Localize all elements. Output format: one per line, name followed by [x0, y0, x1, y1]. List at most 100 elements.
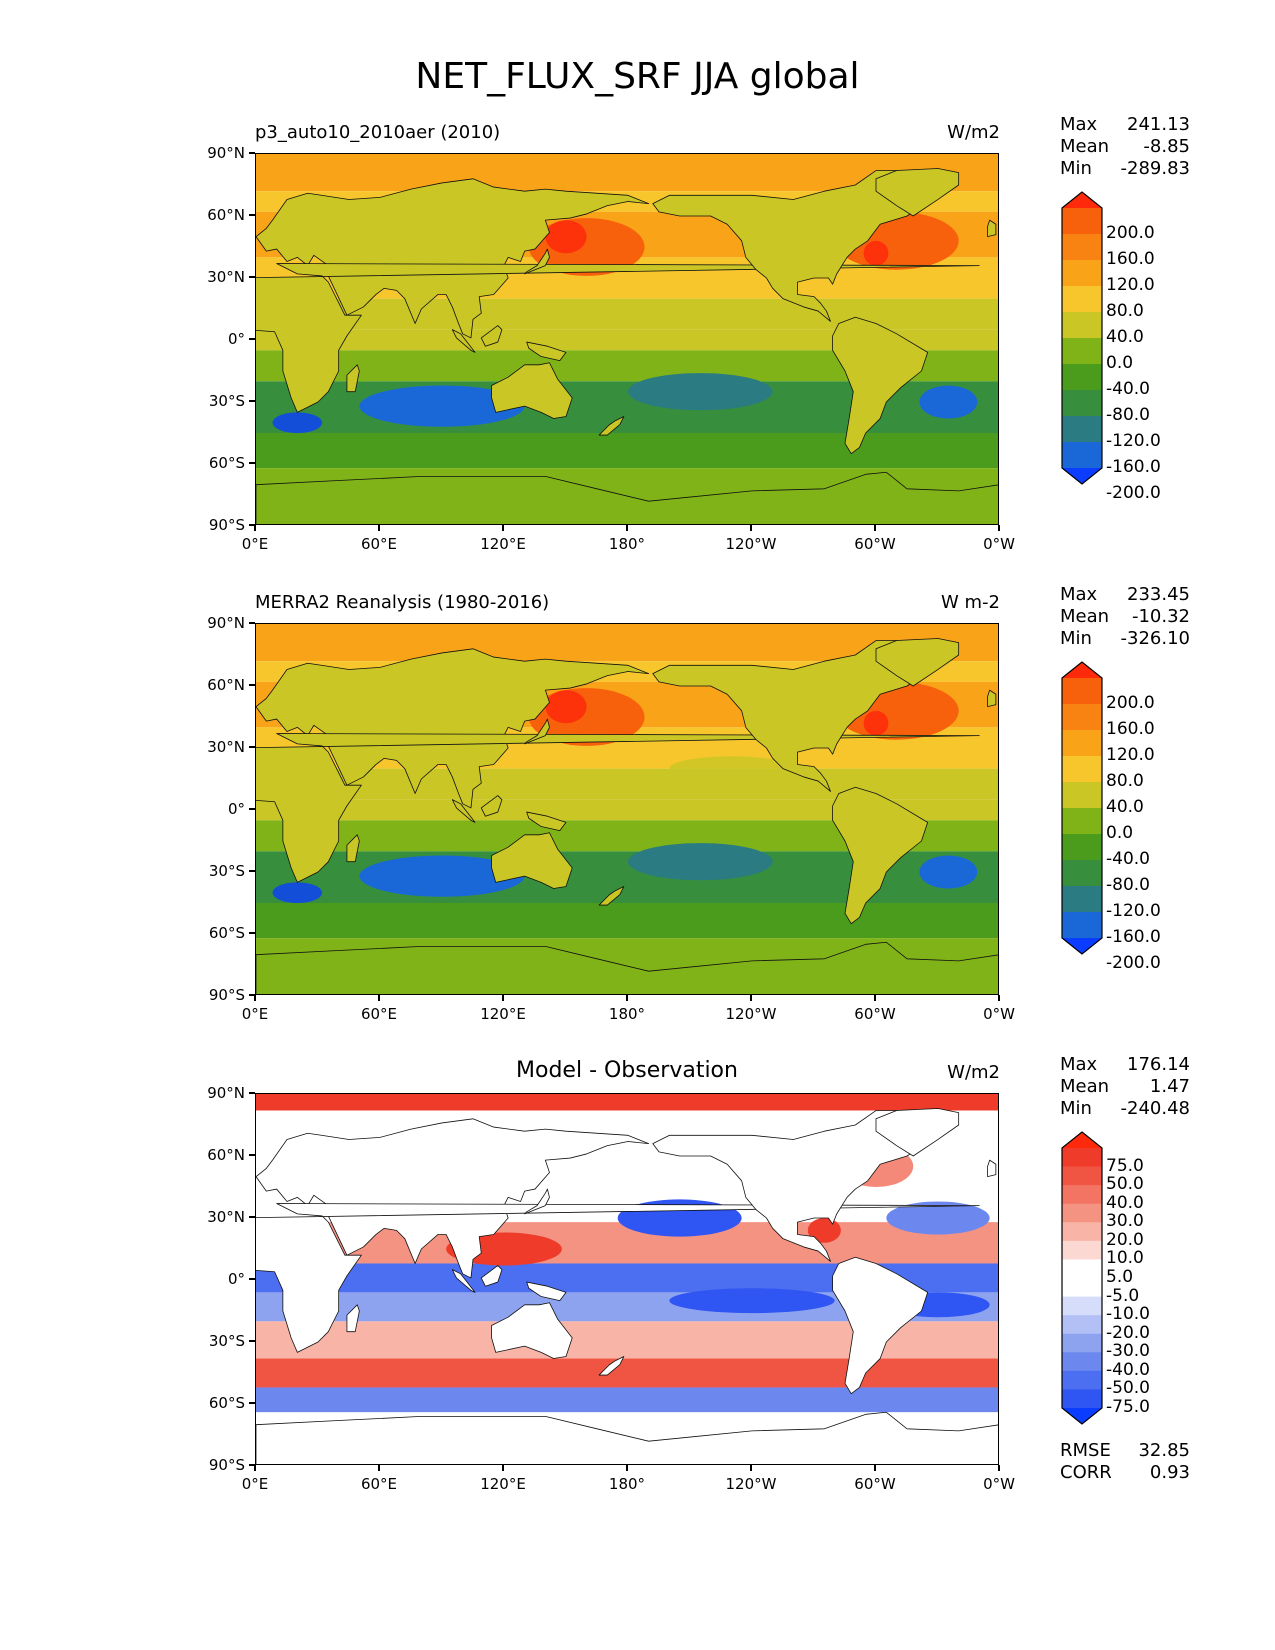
lat-tick — [249, 1340, 255, 1342]
lon-tick-label: 0°E — [241, 1005, 269, 1023]
panel-left-label: MERRA2 Reanalysis (1980-2016) — [255, 592, 550, 613]
colorbar-swatch — [1062, 782, 1102, 809]
colorbar-label: 160.0 — [1106, 719, 1155, 739]
stat-min-label: Min — [1060, 1098, 1092, 1119]
stat-mean: -10.32 — [1131, 606, 1190, 627]
lon-tick-label: 120°W — [725, 1005, 777, 1023]
lon-tick-label: 180° — [608, 535, 646, 553]
lon-tick-label: 120°E — [480, 535, 526, 553]
colorbar-outline — [1061, 191, 1103, 485]
lat-tick-label: 90°N — [207, 1084, 245, 1102]
lat-tick-label: 60°N — [207, 1146, 245, 1164]
lon-tick-label: 120°E — [480, 1005, 526, 1023]
lon-tick — [874, 1465, 876, 1471]
land-antarctica — [256, 1411, 998, 1464]
lat-tick — [249, 1092, 255, 1094]
colorbar-swatch — [1062, 662, 1102, 678]
lon-tick-label: 60°E — [360, 1005, 398, 1023]
map-diff — [255, 1093, 999, 1465]
lat-tick — [249, 338, 255, 340]
colorbar-swatch — [1062, 704, 1102, 731]
colorbar-swatch — [1062, 1370, 1102, 1390]
colorbar-swatch — [1062, 1333, 1102, 1353]
stat-max: 176.14 — [1127, 1054, 1190, 1075]
lon-tick-label: 0°W — [983, 535, 1015, 553]
panel-units: W/m2 — [947, 1062, 1000, 1083]
field-band-arctic — [256, 1094, 998, 1111]
colorbar-label: 200.0 — [1106, 693, 1155, 713]
lon-tick-label: 60°E — [360, 535, 398, 553]
lon-tick — [750, 1465, 752, 1471]
lon-tick — [626, 995, 628, 1001]
lat-tick-label: 90°N — [207, 614, 245, 632]
colorbar-label: 80.0 — [1106, 771, 1144, 791]
colorbar-label: 0.0 — [1106, 823, 1134, 843]
lon-tick-label: 0°E — [241, 1475, 269, 1493]
stat-min: -289.83 — [1120, 158, 1190, 179]
lat-tick-label: 30°S — [208, 862, 245, 880]
lon-tick — [874, 995, 876, 1001]
land-japan — [524, 1188, 550, 1215]
lat-tick — [249, 684, 255, 686]
land-madagascar — [346, 834, 360, 863]
colorbar-label: -80.0 — [1106, 875, 1150, 895]
land-japan — [524, 718, 550, 745]
lat-tick — [249, 1216, 255, 1218]
lat-tick — [249, 1464, 255, 1466]
land-borneo — [480, 1265, 503, 1287]
map-obs — [255, 623, 999, 995]
lon-tick — [502, 995, 504, 1001]
panel-units: W m-2 — [940, 592, 1000, 613]
colorbar-swatch — [1062, 364, 1102, 391]
lat-tick-label: 0° — [227, 800, 245, 818]
colorbar-label: -200.0 — [1106, 483, 1161, 503]
stat-max-label: Max — [1060, 584, 1098, 605]
land-n-america — [652, 640, 960, 792]
colorbar-label: -40.0 — [1106, 849, 1150, 869]
land-africa — [256, 1203, 980, 1353]
colorbar-label: 40.0 — [1106, 1192, 1144, 1213]
stat-min: -326.10 — [1120, 628, 1190, 649]
skill-box: RMSE 32.85 CORR 0.93 — [1060, 1440, 1190, 1484]
colorbar-swatch — [1062, 1185, 1102, 1205]
land-s-america — [832, 1256, 929, 1395]
lon-tick — [998, 995, 1000, 1001]
land-s-america — [832, 316, 929, 455]
stat-max-label: Max — [1060, 114, 1098, 135]
lon-tick — [750, 995, 752, 1001]
lon-tick — [502, 1465, 504, 1471]
field-band-southern-ocean — [256, 1358, 998, 1388]
stat-mean-label: Mean — [1060, 606, 1110, 627]
lon-tick — [502, 525, 504, 531]
field-coldspot-agulhas — [272, 882, 323, 903]
land-new-guinea — [526, 341, 567, 362]
colorbar-swatch — [1062, 1222, 1102, 1242]
lon-tick — [378, 525, 380, 531]
colorbar-swatch — [1062, 808, 1102, 835]
lat-tick — [249, 214, 255, 216]
land-n-america — [652, 1110, 960, 1262]
panel-diff: Model - Observation W/m2 Max 176.14 Mean 1… — [0, 1040, 1275, 1493]
colorbar-label: -200.0 — [1106, 953, 1161, 973]
stat-max: 233.45 — [1127, 584, 1190, 605]
lon-tick — [378, 995, 380, 1001]
colorbar-label: 20.0 — [1106, 1229, 1144, 1250]
lat-tick-label: 90°S — [208, 516, 245, 534]
field-hotspot-kuroshio — [545, 220, 587, 254]
colorbar-swatch — [1062, 390, 1102, 417]
colorbar-swatch — [1062, 912, 1102, 939]
colorbar-label: -80.0 — [1106, 405, 1150, 425]
stat-mean: 1.47 — [1149, 1076, 1190, 1097]
colorbar-label: 5.0 — [1106, 1267, 1134, 1287]
lon-tick — [254, 525, 256, 531]
lon-tick-label: 0°W — [983, 1005, 1015, 1023]
stats-box: Max 176.14 Mean 1.47 Min -240.48 — [1060, 1054, 1190, 1120]
land-australia — [491, 1302, 573, 1359]
lon-tick — [254, 1465, 256, 1471]
colorbar — [1061, 191, 1103, 485]
colorbar-label: 40.0 — [1106, 797, 1144, 817]
lon-tick-label: 0°W — [983, 1475, 1015, 1493]
land-sumatra — [451, 1269, 476, 1293]
colorbar-label: -40.0 — [1106, 1359, 1150, 1380]
lon-tick-label: 0°E — [241, 535, 269, 553]
